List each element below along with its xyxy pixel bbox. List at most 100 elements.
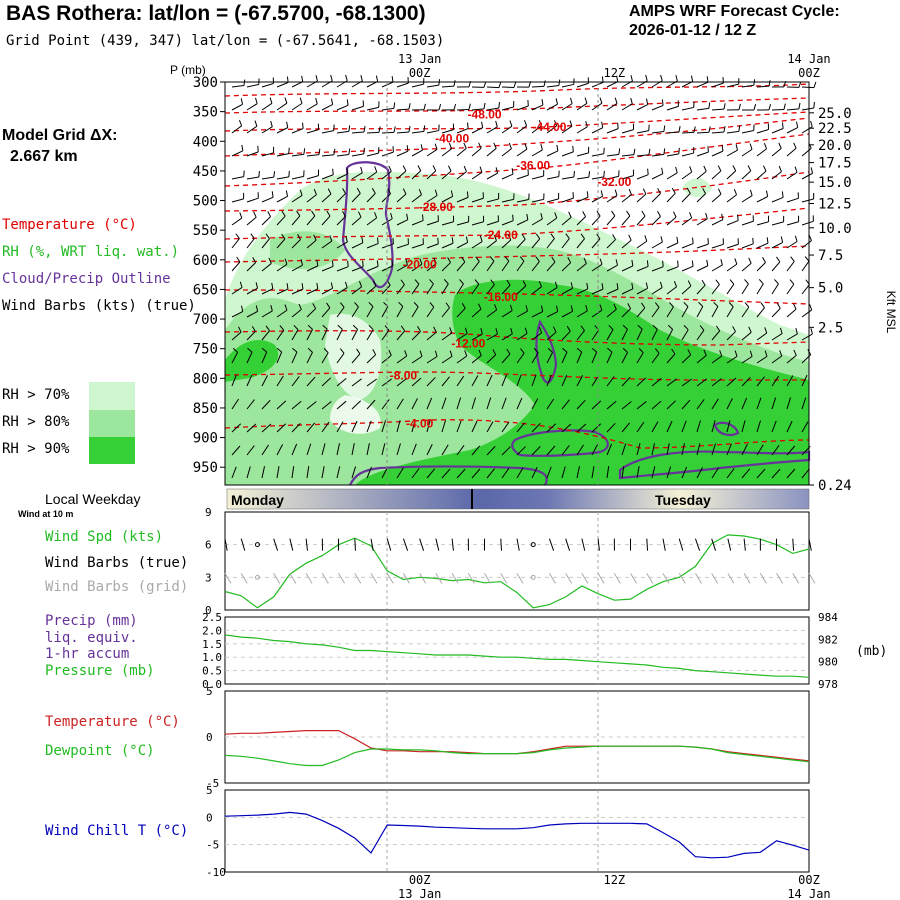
wind-barb <box>426 220 439 226</box>
wind-barb-feather <box>510 327 513 335</box>
wind-barb <box>786 241 798 249</box>
wind-barb-feather <box>795 328 798 335</box>
wind-barb <box>411 420 416 433</box>
wind-barb <box>666 153 679 157</box>
wind-barb-feather <box>565 233 570 239</box>
wind-barb-feather <box>648 148 651 155</box>
wind-barb <box>786 221 799 226</box>
wind-barb-feather <box>646 260 649 267</box>
wind-barb-feather <box>371 187 376 194</box>
wind-barb-feather <box>543 80 546 87</box>
wind-barb-feather <box>307 324 313 330</box>
wind-barb-feather <box>671 187 676 194</box>
wind-barb <box>651 329 658 341</box>
wind-barb <box>591 238 601 249</box>
wind-barb <box>306 376 316 387</box>
wind-barb <box>756 196 768 203</box>
wind-barb <box>621 352 628 364</box>
wind-barb-feather <box>538 327 543 334</box>
wind-barb <box>711 243 724 249</box>
wind-barb <box>306 443 312 456</box>
wind-barb-feather <box>744 302 750 308</box>
wind-barb <box>786 108 799 111</box>
wind-barb-feather <box>708 102 711 109</box>
wind-barb <box>351 378 362 387</box>
wind-barb <box>771 261 781 272</box>
wind-barb-feather <box>327 188 332 195</box>
wind-barb <box>606 443 613 456</box>
wind-barb <box>666 286 677 295</box>
wind-barb <box>696 355 707 364</box>
wind-barb <box>681 378 693 387</box>
wind-barb-feather <box>763 165 767 172</box>
wind-barb-feather <box>241 305 244 312</box>
wind-barb-feather <box>313 234 317 241</box>
wind-barb <box>456 355 468 364</box>
wind-barb <box>321 466 325 479</box>
wind-barb <box>426 377 436 387</box>
wind-barb <box>396 193 407 203</box>
wind-barb-feather <box>630 75 633 82</box>
wind-barb <box>801 198 814 203</box>
wind-barb <box>576 310 588 318</box>
wind-barb <box>666 353 676 364</box>
wind-barb <box>396 219 408 226</box>
wind-barb <box>501 333 513 341</box>
wind-barb <box>516 105 529 111</box>
wind-barb <box>501 125 513 134</box>
wind-barb <box>636 287 648 295</box>
wind-barb <box>366 420 372 433</box>
wind-barb <box>801 421 809 433</box>
wind-barb-feather <box>601 283 604 290</box>
surface-wind-barb <box>662 538 666 551</box>
surface-wind-barb <box>402 538 409 551</box>
wind-barb-feather <box>368 325 374 331</box>
wind-barb <box>411 331 421 341</box>
wind-barb <box>771 420 777 433</box>
wind-barb <box>456 261 466 272</box>
wind-barb <box>351 192 361 203</box>
wind-barb <box>246 151 259 157</box>
wind-barb-feather <box>675 75 678 82</box>
panel-tick-label: 5 <box>206 784 213 797</box>
wind-barb <box>471 308 482 318</box>
wind-barb-feather <box>390 212 393 219</box>
wind-barb <box>651 378 662 387</box>
wind-barb <box>606 175 619 180</box>
wind-barb-feather <box>405 259 408 266</box>
wind-barb <box>441 376 451 387</box>
wind-barb <box>666 400 676 410</box>
wind-barb <box>651 173 663 180</box>
wind-barb <box>291 153 304 157</box>
wind-barb-feather <box>612 234 616 240</box>
wind-barb-feather <box>758 279 764 285</box>
wind-barb <box>306 466 310 479</box>
wind-barb-feather <box>301 283 304 290</box>
grid-wind-barb <box>435 573 443 584</box>
wind-barb <box>441 242 454 249</box>
wind-barb <box>621 401 632 410</box>
wind-barb <box>621 308 631 318</box>
wind-barb <box>381 243 394 249</box>
wind-barb-feather <box>273 171 276 178</box>
wind-barb <box>561 399 570 410</box>
wind-barb <box>786 445 796 456</box>
grid-wind-barb <box>695 573 702 584</box>
wind-barb <box>426 444 433 456</box>
surface-wind-barb <box>289 538 294 551</box>
wind-barb <box>366 106 379 111</box>
wind-barb-feather <box>723 125 726 133</box>
wind-barb <box>561 262 572 272</box>
wind-barb <box>351 329 359 341</box>
wind-barb <box>606 264 618 272</box>
wind-barb-feather <box>569 97 573 104</box>
wind-barb <box>681 399 691 410</box>
wind-barb <box>531 446 541 456</box>
wind-barb-feather <box>360 166 363 173</box>
wind-barb <box>606 81 618 88</box>
legend-rh70: RH > 70% <box>2 387 70 403</box>
wind-barb-feather <box>239 212 243 219</box>
grid-wind-barb <box>711 573 719 584</box>
wind-barb <box>621 239 632 249</box>
wind-barb-feather <box>779 350 783 357</box>
